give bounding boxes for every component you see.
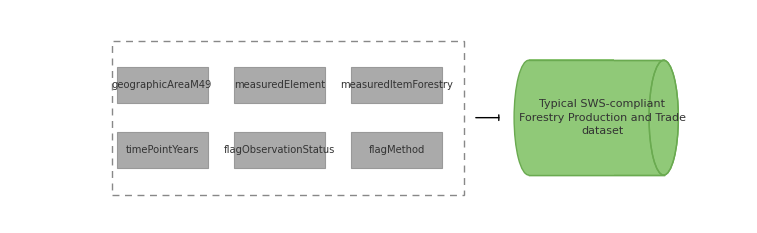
Ellipse shape: [649, 60, 678, 175]
Text: geographicAreaM49: geographicAreaM49: [112, 80, 212, 90]
Text: timePointYears: timePointYears: [126, 145, 199, 155]
FancyBboxPatch shape: [351, 132, 442, 168]
Ellipse shape: [514, 60, 544, 175]
Text: flagMethod: flagMethod: [369, 145, 425, 155]
FancyBboxPatch shape: [528, 60, 664, 175]
FancyBboxPatch shape: [234, 132, 325, 168]
Text: flagObservationStatus: flagObservationStatus: [224, 145, 335, 155]
Text: Typical SWS-compliant
Forestry Production and Trade
dataset: Typical SWS-compliant Forestry Productio…: [519, 99, 686, 136]
FancyBboxPatch shape: [234, 67, 325, 103]
Text: measuredElement: measuredElement: [234, 80, 325, 90]
FancyBboxPatch shape: [351, 67, 442, 103]
FancyBboxPatch shape: [528, 59, 614, 176]
FancyBboxPatch shape: [117, 132, 207, 168]
FancyBboxPatch shape: [117, 67, 207, 103]
Text: measuredItemForestry: measuredItemForestry: [341, 80, 453, 90]
